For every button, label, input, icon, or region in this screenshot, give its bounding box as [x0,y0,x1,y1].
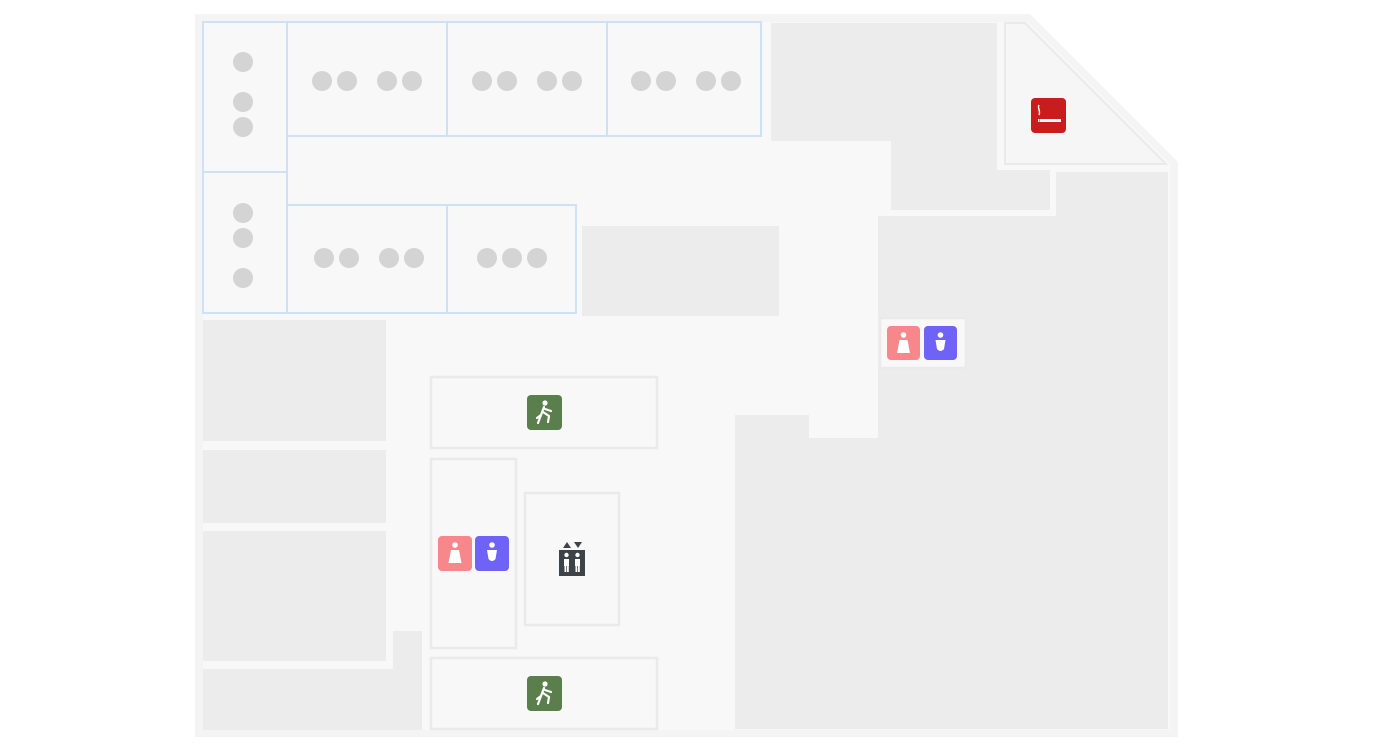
men-restroom-icon[interactable] [475,536,509,571]
seat-dot [402,71,422,91]
seat-dot [537,71,557,91]
seat-dot [233,228,253,248]
block-center [582,226,779,316]
meeting-room-3[interactable] [446,21,608,137]
seat-dot [377,71,397,91]
women-restroom-icon[interactable] [438,536,472,571]
elevator-icon[interactable] [559,542,585,576]
seat-dot [339,248,359,268]
seat-dot [696,71,716,91]
seat-dot [233,268,253,288]
restroom-icon[interactable] [438,536,509,571]
meeting-room-2[interactable] [286,21,448,137]
seat-dot [656,71,676,91]
building-blocks [203,23,1168,730]
block-west-3 [203,531,386,661]
block-west-2 [203,450,386,523]
seat-dot [312,71,332,91]
seat-dot [404,248,424,268]
seat-dot [337,71,357,91]
smoking-room[interactable] [1004,22,1169,165]
seat-dot [233,117,253,137]
seat-dot [497,71,517,91]
seat-dot [477,248,497,268]
restroom-icon[interactable] [887,326,957,360]
block-west-1 [203,320,386,441]
block-northeast [771,23,1050,210]
exit-north-room[interactable] [429,375,659,450]
men-restroom-icon[interactable] [924,326,957,360]
seat-dot [233,52,253,72]
block-east [735,172,1168,729]
seat-dot [233,92,253,112]
women-restroom-icon[interactable] [887,326,920,360]
seat-dot [472,71,492,91]
seat-dot [562,71,582,91]
block-southwest [203,631,422,730]
seat-dot [233,203,253,223]
seat-dot [631,71,651,91]
smoking-icon[interactable] [1031,98,1066,133]
seat-dot [314,248,334,268]
seat-dots [233,52,741,288]
seat-dot [527,248,547,268]
emergency-exit-icon[interactable] [527,676,562,711]
seat-dot [721,71,741,91]
seat-dot [502,248,522,268]
seat-dot [379,248,399,268]
emergency-exit-icon[interactable] [527,395,562,430]
